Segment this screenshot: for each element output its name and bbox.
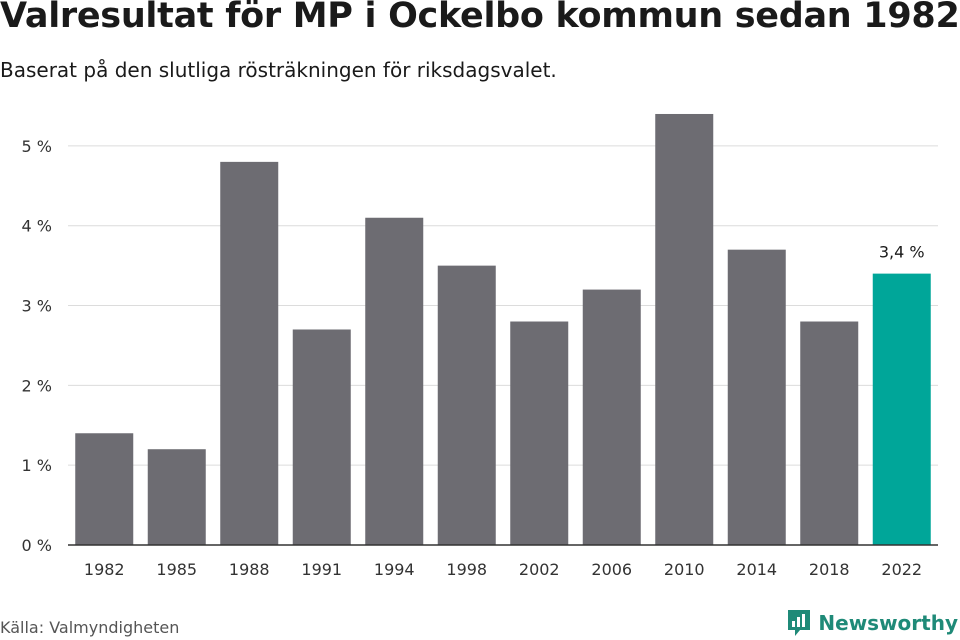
bar — [75, 433, 134, 545]
bar — [510, 321, 569, 545]
x-tick-label: 2022 — [881, 560, 922, 579]
x-tick-label: 1994 — [374, 560, 415, 579]
chart-title: Valresultat för MP i Ockelbo kommun seda… — [0, 0, 960, 36]
brand-logo: Newsworthy — [786, 608, 958, 638]
bar — [727, 249, 786, 545]
data-label: 3,4 % — [879, 243, 925, 262]
y-tick-label: 3 % — [22, 297, 52, 316]
bar — [655, 113, 714, 546]
bar — [147, 449, 206, 545]
brand-name: Newsworthy — [818, 611, 958, 635]
bar — [292, 329, 351, 545]
newsworthy-logo-icon — [788, 610, 811, 636]
y-tick-label: 2 % — [22, 376, 52, 395]
chart-subtitle: Baserat på den slutliga rösträkningen fö… — [0, 58, 557, 82]
y-tick-label: 5 % — [22, 137, 52, 156]
x-tick-label: 1998 — [446, 560, 487, 579]
x-tick-label: 2018 — [809, 560, 850, 579]
bar — [800, 321, 859, 545]
x-tick-label: 2010 — [664, 560, 705, 579]
x-tick-label: 2006 — [591, 560, 632, 579]
bar — [365, 217, 424, 545]
x-tick-label: 1982 — [84, 560, 125, 579]
bar — [437, 265, 496, 545]
x-tick-label: 1988 — [229, 560, 270, 579]
x-tick-label: 1985 — [156, 560, 197, 579]
y-tick-label: 0 % — [22, 536, 52, 555]
y-tick-label: 4 % — [22, 217, 52, 236]
bar — [220, 161, 279, 545]
x-tick-label: 2014 — [736, 560, 777, 579]
bar — [582, 289, 641, 545]
x-tick-label: 1991 — [301, 560, 342, 579]
bar — [872, 273, 931, 545]
y-tick-label: 1 % — [22, 456, 52, 475]
source-note: Källa: Valmyndigheten — [0, 618, 180, 637]
x-tick-label: 2002 — [519, 560, 560, 579]
